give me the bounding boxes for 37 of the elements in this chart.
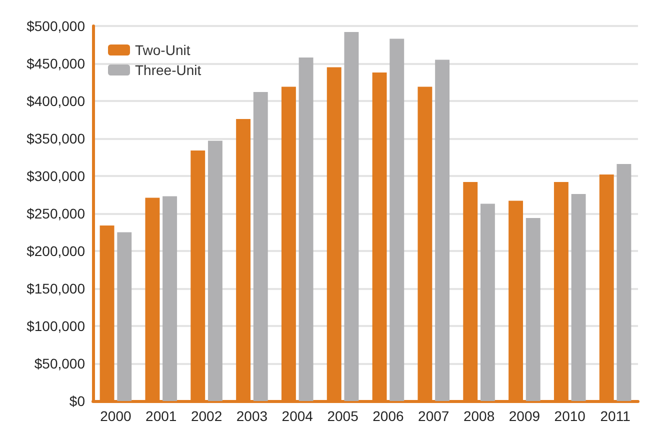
x-tick-label: 2004 (282, 408, 314, 424)
y-tick-label: $100,000 (26, 318, 86, 334)
y-tick-label: $300,000 (26, 168, 86, 184)
x-tick-label: 2000 (100, 408, 132, 424)
bar (344, 32, 359, 401)
y-tick-label: $450,000 (26, 56, 86, 72)
legend-label: Two-Unit (135, 42, 190, 58)
x-tick-label: 2009 (508, 408, 540, 424)
bar (253, 92, 268, 401)
x-tick-label: 2003 (236, 408, 268, 424)
y-tick-label: $400,000 (26, 93, 86, 109)
bar (208, 140, 222, 401)
legend-label: Three-Unit (135, 62, 202, 78)
bar (390, 38, 404, 401)
bar (435, 60, 450, 401)
x-tick-label: 2007 (418, 408, 450, 424)
y-tick-label: $500,000 (26, 18, 86, 34)
bar (117, 232, 132, 401)
bar (616, 164, 632, 401)
bar (571, 194, 586, 401)
y-tick-label: $250,000 (26, 206, 86, 222)
x-tick-label: 2010 (554, 408, 586, 424)
y-tick-label: $350,000 (26, 130, 86, 146)
y-tick-label: $150,000 (26, 280, 86, 296)
x-tick-label: 2008 (463, 408, 495, 424)
x-tick-label: 2002 (190, 408, 222, 424)
x-tick-label: 2005 (327, 408, 359, 424)
x-tick-label: 2011 (600, 408, 631, 424)
x-tick-label: 2006 (372, 408, 404, 424)
bar (480, 204, 495, 401)
bar (526, 218, 540, 401)
bar (298, 58, 314, 401)
y-tick-label: $0 (69, 393, 86, 409)
y-tick-label: $200,000 (26, 243, 86, 259)
y-tick-label: $50,000 (34, 356, 86, 372)
bar (162, 196, 178, 401)
x-tick-label: 2001 (146, 408, 177, 424)
